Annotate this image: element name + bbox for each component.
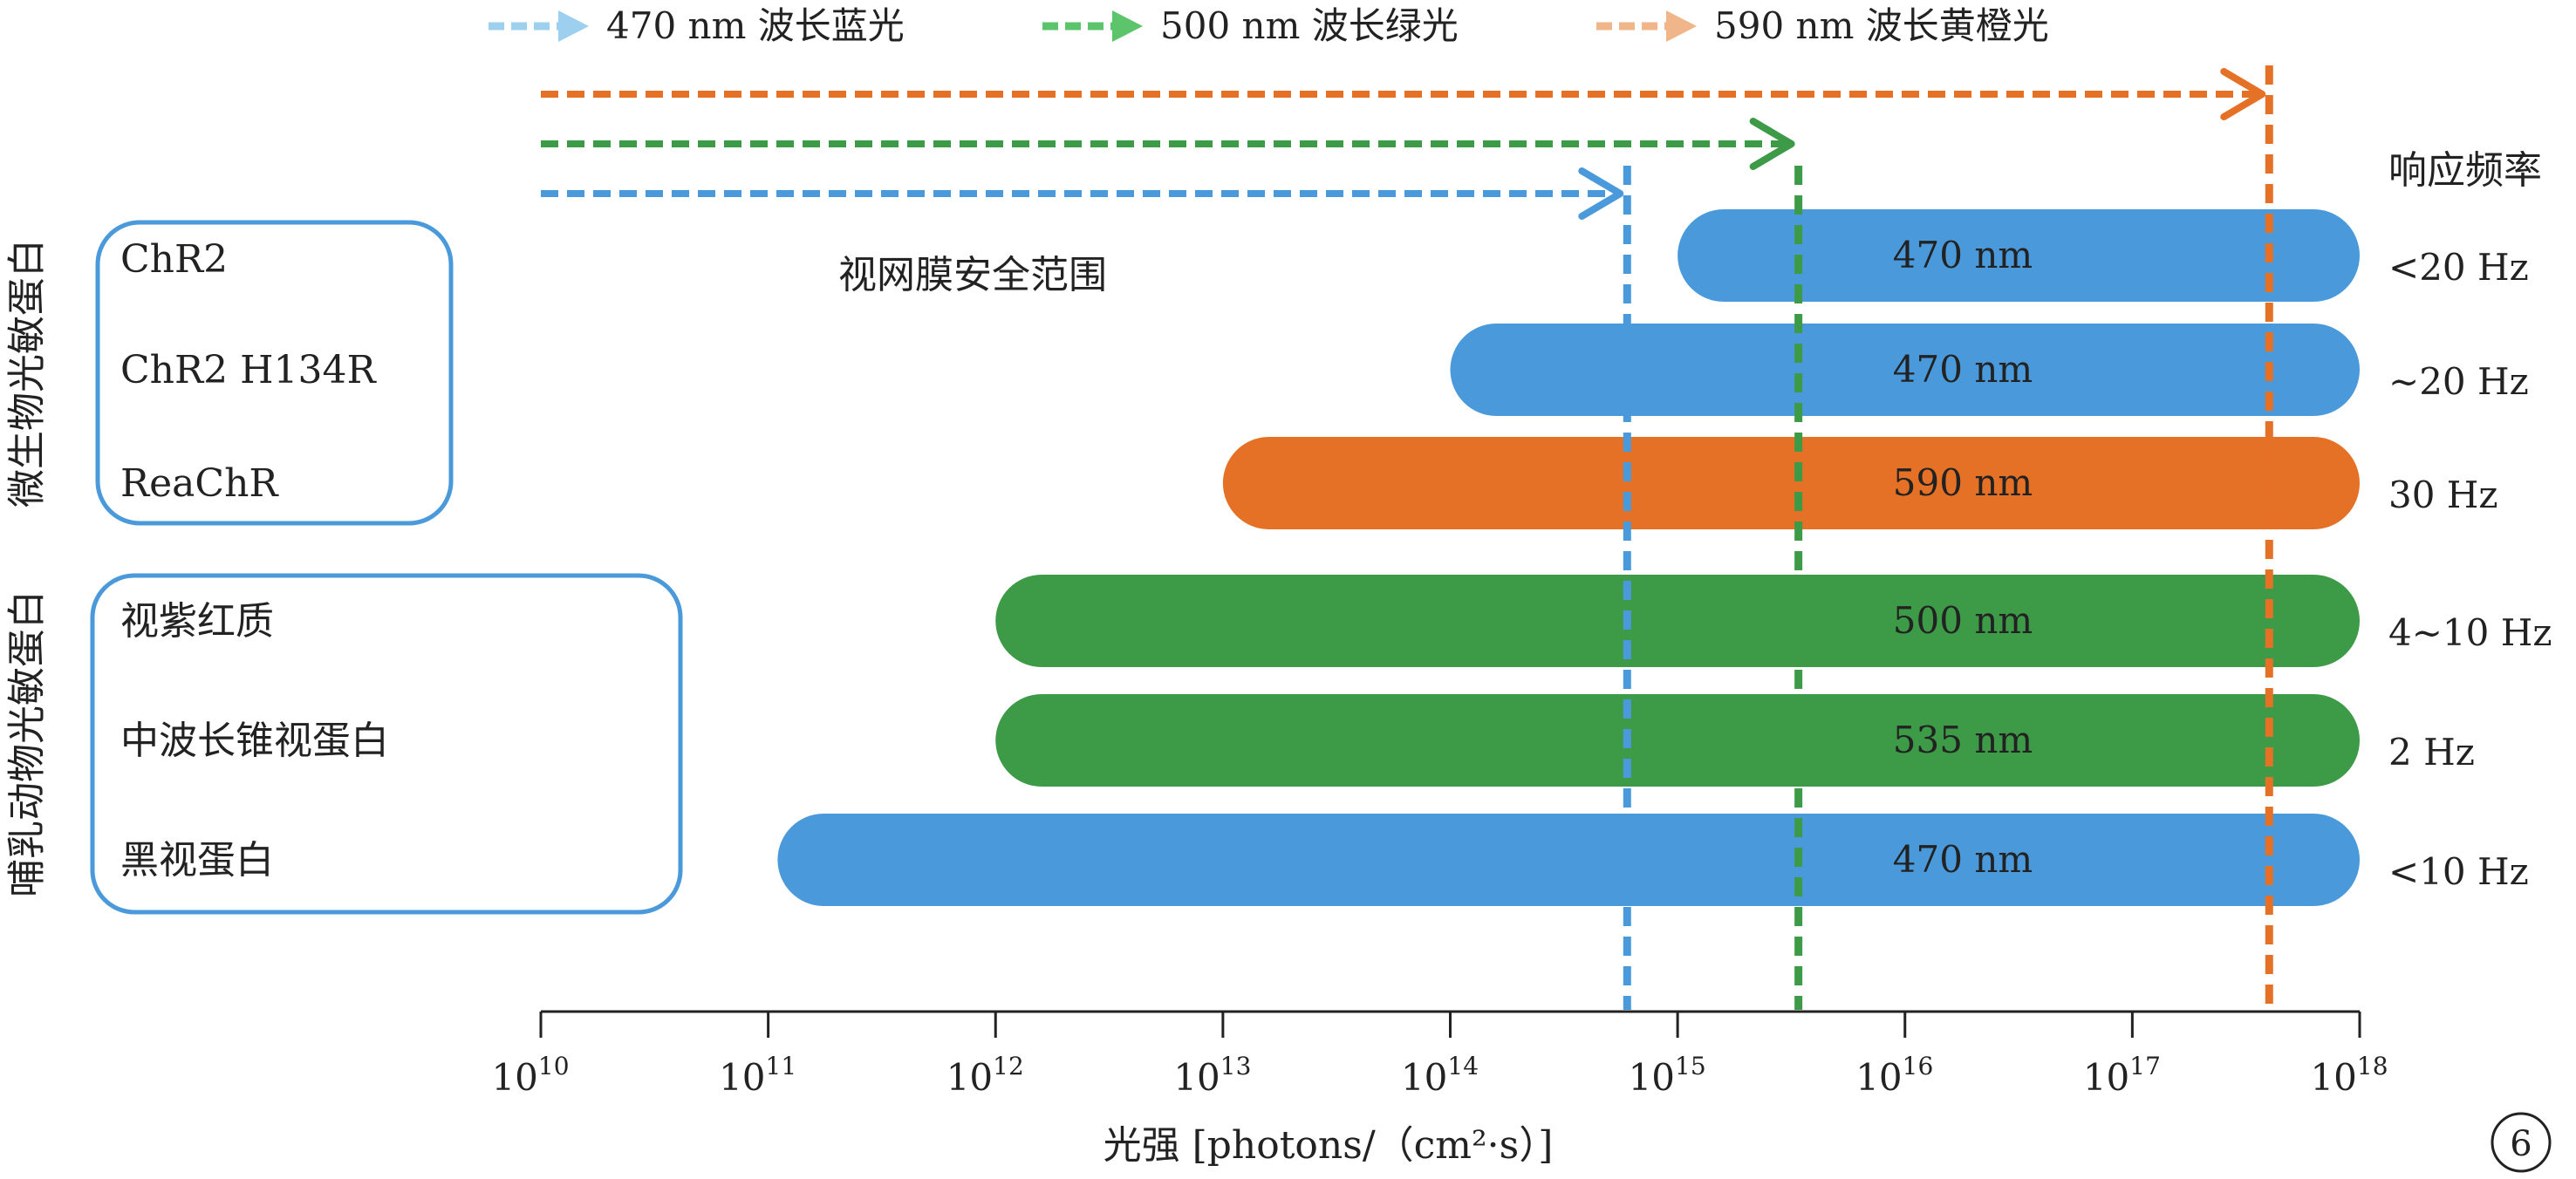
bar-wavelength-label: 470 nm — [1893, 838, 2033, 881]
bar-wavelength-label: 535 nm — [1893, 719, 2033, 761]
frequency-label: <20 Hz — [2388, 246, 2529, 289]
frequency-label: ~20 Hz — [2388, 360, 2529, 403]
x-tick-label: 1018 — [2310, 1052, 2388, 1099]
x-tick-label: 1014 — [1401, 1052, 1479, 1099]
x-tick-label: 1016 — [1855, 1052, 1933, 1099]
bars — [777, 209, 2360, 906]
legend-arrow-icon — [1596, 10, 1697, 42]
legend-item: 500 nm 波长绿光 — [1042, 4, 1459, 47]
x-tick-label: 1011 — [719, 1052, 796, 1099]
legend-label: 470 nm 波长蓝光 — [606, 4, 905, 47]
x-tick-label: 1010 — [491, 1052, 569, 1099]
protein-name: 黑视蛋白 — [120, 838, 274, 883]
group-bracket — [95, 220, 454, 526]
safety-range-arrow — [541, 68, 2266, 120]
response-frequency-column: <20 Hz ~20 Hz 30 Hz 4~10 Hz 2 Hz <10 Hz 响应频率 — [2388, 148, 2552, 893]
range-bar — [1222, 437, 2360, 529]
safety-range-arrow — [541, 118, 1795, 170]
panel-number-circle — [2491, 1112, 2552, 1173]
legend-arrow-icon — [489, 10, 589, 42]
safety-limit-lines — [1623, 65, 2273, 1010]
legend: 470 nm 波长蓝光 500 nm 波长绿光 590 nm 波长黄橙光 — [489, 4, 2049, 47]
frequency-label: 4~10 Hz — [2388, 611, 2552, 654]
bar-wavelength-label: 500 nm — [1893, 599, 2033, 642]
x-axis-label: 光强 [photons/（cm²·s）] — [1104, 1123, 1554, 1168]
bar-wavelength-label: 470 nm — [1893, 234, 2033, 276]
frequency-label: <10 Hz — [2388, 850, 2529, 893]
protein-name: ChR2 — [120, 237, 228, 282]
safety-range-arrow — [541, 167, 1624, 220]
frequency-label: 2 Hz — [2388, 731, 2475, 774]
bar-wavelength-label: 590 nm — [1893, 461, 2033, 504]
protein-groups: 微生物光敏蛋白 ChR2 ChR2 H134R ReaChR 哺乳动物光敏蛋白 视紫红质中… — [5, 220, 683, 915]
protein-name: ChR2 H134R — [120, 348, 377, 392]
frequency-header: 响应频率 — [2388, 148, 2542, 193]
protein-name: 中波长锥视蛋白 — [120, 719, 389, 763]
legend-arrow-icon — [1042, 10, 1143, 42]
range-bar — [995, 575, 2360, 667]
x-tick-label: 1013 — [1173, 1052, 1251, 1099]
legend-item: 470 nm 波长蓝光 — [489, 4, 905, 47]
protein-group: 微生物光敏蛋白 ChR2 ChR2 H134R ReaChR — [5, 220, 454, 526]
panel-number-badge: 6 — [2491, 1112, 2552, 1173]
frequency-label: 30 Hz — [2388, 474, 2498, 516]
range-bar — [1450, 324, 2360, 416]
range-bar — [777, 814, 2360, 906]
bar-wavelength-label: 470 nm — [1893, 348, 2033, 391]
legend-label: 590 nm 波长黄橙光 — [1714, 4, 2049, 47]
x-tick-label: 1017 — [2083, 1052, 2161, 1099]
protein-name: 视紫红质 — [120, 599, 274, 644]
protein-name: ReaChR — [120, 461, 279, 506]
group-label: 微生物光敏蛋白 — [5, 239, 50, 508]
panel-number: 6 — [2510, 1124, 2532, 1164]
bar-labels: 470 nm 470 nm 590 nm 500 nm 535 nm 470 nm — [1893, 234, 2033, 881]
x-tick-label: 1012 — [946, 1052, 1024, 1099]
x-tick-label: 1015 — [1629, 1052, 1706, 1099]
group-bracket — [90, 573, 683, 915]
legend-label: 500 nm 波长绿光 — [1160, 4, 1459, 47]
retina-safety-annotation: 视网膜安全范围 — [838, 253, 1107, 297]
range-bar — [995, 694, 2360, 787]
legend-item: 590 nm 波长黄橙光 — [1596, 4, 2049, 47]
group-label: 哺乳动物光敏蛋白 — [5, 590, 50, 897]
range-bar — [1677, 209, 2360, 302]
x-axis: 1010 1011 1012 1013 1014 1015 1016 1017 1018 光强 [… — [491, 1010, 2388, 1168]
safety-range-arrows — [541, 68, 2266, 220]
